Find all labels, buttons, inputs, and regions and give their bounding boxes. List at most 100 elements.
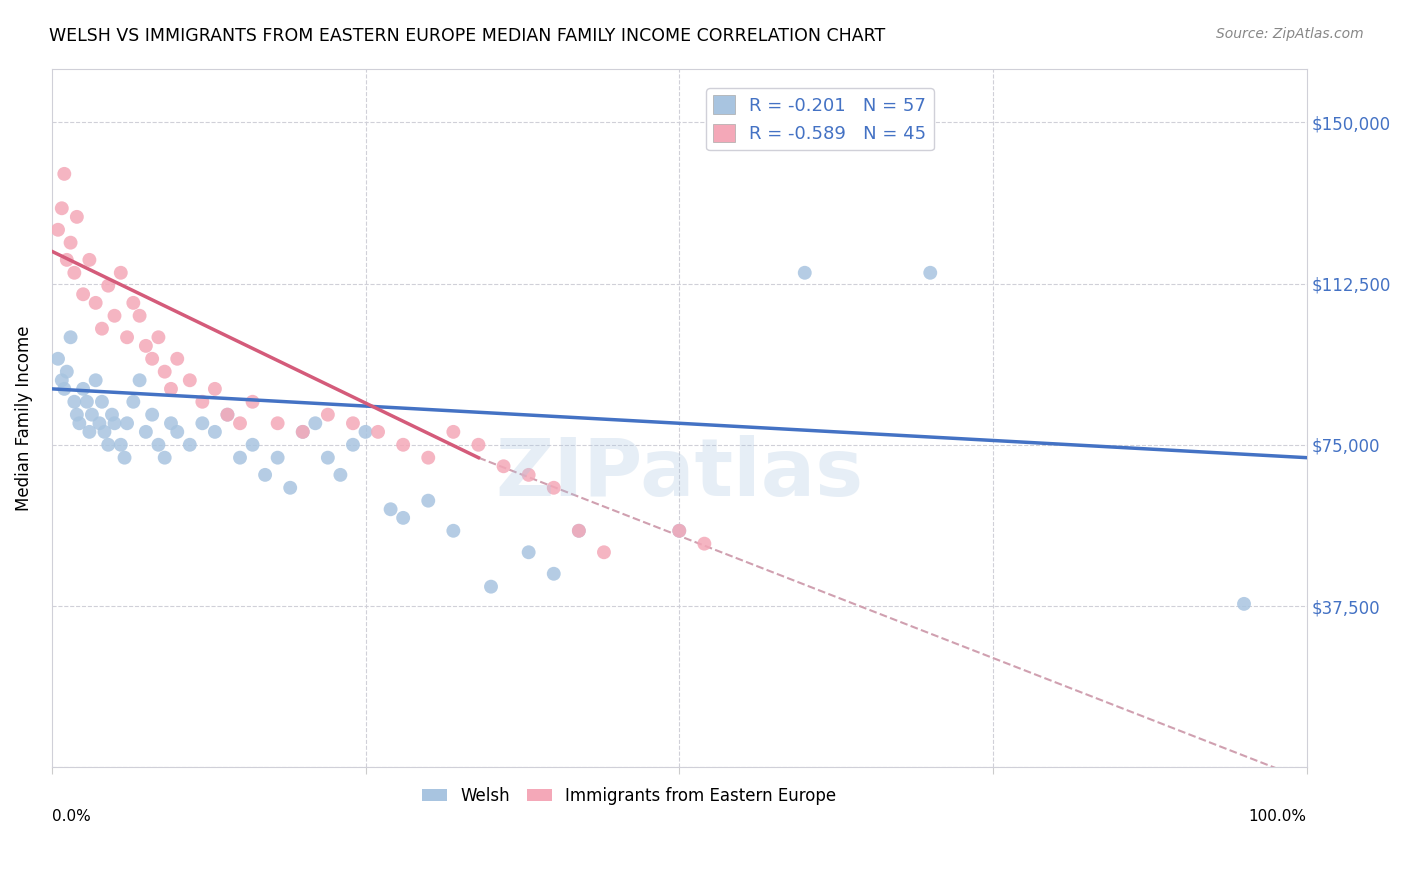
Point <box>441 524 464 538</box>
Point <box>316 408 339 422</box>
Point <box>66 408 89 422</box>
Point <box>568 524 591 538</box>
Point <box>59 330 82 344</box>
Point <box>56 252 79 267</box>
Point <box>66 210 89 224</box>
Point <box>91 394 114 409</box>
Point <box>122 296 145 310</box>
Point <box>97 438 120 452</box>
Point <box>392 438 415 452</box>
Point <box>367 425 389 439</box>
Point <box>668 524 690 538</box>
Point <box>93 425 115 439</box>
Point <box>89 417 111 431</box>
Point <box>920 266 942 280</box>
Point <box>103 417 125 431</box>
Point <box>693 536 716 550</box>
Point <box>291 425 314 439</box>
Point <box>291 425 314 439</box>
Point <box>242 438 264 452</box>
Point <box>153 450 176 465</box>
Point <box>217 408 239 422</box>
Point <box>160 382 183 396</box>
Point <box>148 330 170 344</box>
Text: 0.0%: 0.0% <box>52 809 90 824</box>
Point <box>128 373 150 387</box>
Point <box>46 223 69 237</box>
Point <box>266 417 288 431</box>
Point <box>114 450 136 465</box>
Point <box>51 201 73 215</box>
Point <box>79 252 101 267</box>
Point <box>59 235 82 250</box>
Point <box>266 450 288 465</box>
Point <box>128 309 150 323</box>
Text: Source: ZipAtlas.com: Source: ZipAtlas.com <box>1216 27 1364 41</box>
Point <box>63 394 86 409</box>
Point <box>342 417 364 431</box>
Point <box>278 481 301 495</box>
Point <box>115 330 138 344</box>
Point <box>76 394 98 409</box>
Point <box>304 417 326 431</box>
Point <box>568 524 591 538</box>
Point <box>380 502 402 516</box>
Point <box>51 373 73 387</box>
Point <box>342 438 364 452</box>
Point <box>72 287 94 301</box>
Point <box>179 438 201 452</box>
Point <box>316 450 339 465</box>
Point <box>166 351 188 366</box>
Point <box>84 296 107 310</box>
Point <box>122 394 145 409</box>
Point <box>242 394 264 409</box>
Point <box>110 266 132 280</box>
Point <box>63 266 86 280</box>
Point <box>217 408 239 422</box>
Point <box>543 481 565 495</box>
Point <box>668 524 690 538</box>
Point <box>517 467 540 482</box>
Point <box>329 467 352 482</box>
Point <box>254 467 277 482</box>
Point <box>1233 597 1256 611</box>
Point <box>229 450 252 465</box>
Point <box>204 382 226 396</box>
Point <box>80 408 103 422</box>
Text: WELSH VS IMMIGRANTS FROM EASTERN EUROPE MEDIAN FAMILY INCOME CORRELATION CHART: WELSH VS IMMIGRANTS FROM EASTERN EUROPE … <box>49 27 886 45</box>
Point <box>135 339 157 353</box>
Point <box>110 438 132 452</box>
Point <box>115 417 138 431</box>
Point <box>72 382 94 396</box>
Point <box>101 408 124 422</box>
Point <box>492 459 515 474</box>
Point <box>418 450 440 465</box>
Point <box>204 425 226 439</box>
Point <box>191 394 214 409</box>
Point <box>53 167 76 181</box>
Point <box>229 417 252 431</box>
Text: ZIPatlas: ZIPatlas <box>495 434 863 513</box>
Point <box>79 425 101 439</box>
Point <box>392 511 415 525</box>
Legend: Welsh, Immigrants from Eastern Europe: Welsh, Immigrants from Eastern Europe <box>415 780 842 812</box>
Point <box>793 266 815 280</box>
Point <box>418 493 440 508</box>
Point <box>179 373 201 387</box>
Point <box>84 373 107 387</box>
Point <box>543 566 565 581</box>
Point <box>91 321 114 335</box>
Point <box>354 425 377 439</box>
Point <box>46 351 69 366</box>
Point <box>441 425 464 439</box>
Point <box>191 417 214 431</box>
Text: 100.0%: 100.0% <box>1249 809 1306 824</box>
Point <box>141 408 163 422</box>
Point <box>148 438 170 452</box>
Point <box>67 417 90 431</box>
Point <box>53 382 76 396</box>
Point <box>97 278 120 293</box>
Point <box>135 425 157 439</box>
Point <box>160 417 183 431</box>
Point <box>153 365 176 379</box>
